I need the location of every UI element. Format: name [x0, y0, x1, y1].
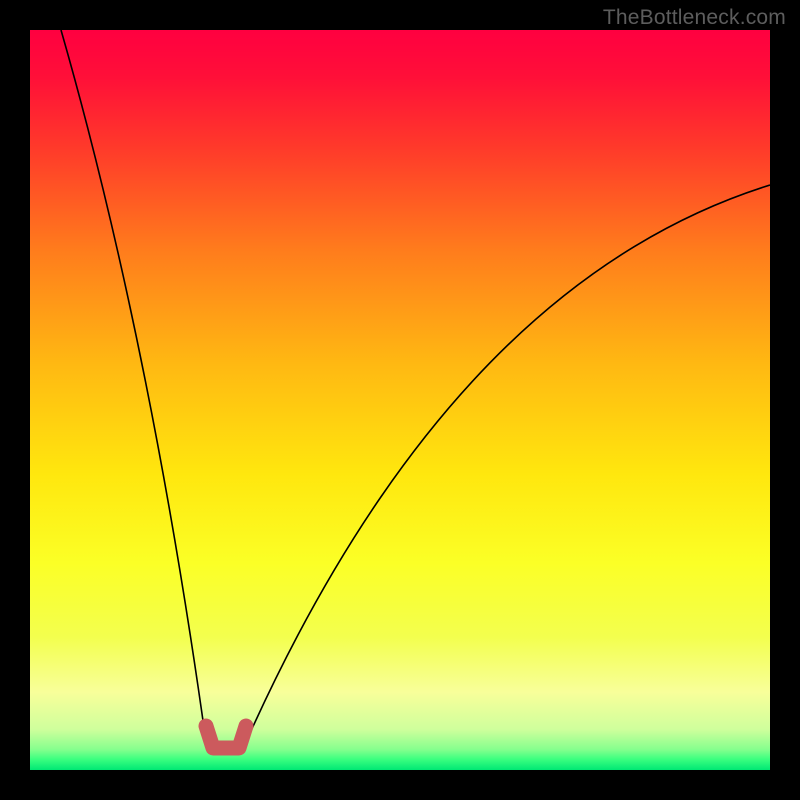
plot-area: [30, 30, 770, 770]
curve-left: [61, 30, 206, 742]
curve-layer: [30, 30, 770, 770]
curve-right: [246, 185, 770, 742]
bottom-u-marker: [206, 726, 246, 748]
chart-frame: TheBottleneck.com: [0, 0, 800, 800]
watermark-text: TheBottleneck.com: [603, 6, 786, 30]
